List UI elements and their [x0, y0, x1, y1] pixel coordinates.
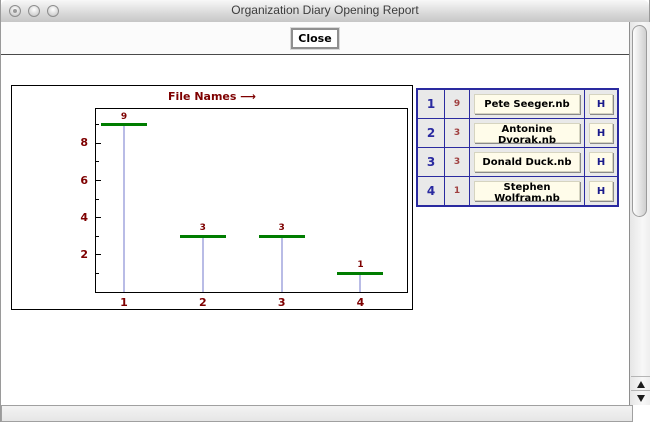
close-button[interactable]: Close: [290, 26, 340, 50]
scroll-down-icon: [637, 394, 645, 402]
x-tick-label: 4: [356, 296, 365, 309]
file-button[interactable]: Antonine Dvorak.nb: [474, 123, 580, 146]
stem-value-label: 3: [278, 223, 285, 234]
stem-cap: [100, 123, 147, 127]
stem-cap: [258, 234, 305, 238]
y-tick-label: 2: [80, 247, 88, 261]
y-major-tick: [96, 180, 101, 182]
row-index: 3: [418, 148, 444, 176]
row-index: 4: [418, 177, 444, 205]
history-cell: H: [585, 90, 617, 118]
history-cell: H: [585, 177, 617, 205]
window-title: Organization Diary Opening Report: [231, 3, 419, 17]
y-minor-tick: [96, 235, 99, 237]
file-cell: Donald Duck.nb: [470, 148, 584, 176]
vertical-scrollbar[interactable]: [629, 22, 650, 405]
scrollbar-corner: [633, 405, 650, 422]
row-count: 3: [445, 148, 469, 176]
history-button[interactable]: H: [589, 152, 613, 172]
x-tick-label: 3: [277, 296, 286, 309]
y-tick-label: 8: [80, 136, 88, 150]
y-major-tick: [96, 142, 101, 144]
row-count: 9: [445, 90, 469, 118]
stem-line: [280, 236, 283, 292]
x-tick-label: 2: [198, 296, 207, 309]
window-controls: [9, 5, 59, 17]
x-tick-label: 1: [120, 296, 128, 309]
stem-value-label: 1: [357, 260, 364, 271]
vertical-scrollbar-thumb[interactable]: [632, 25, 647, 217]
history-cell: H: [585, 119, 617, 147]
chart-panel: File Names ⟶ 2 4 6 8 1 2 3 4 9 3 3 1: [11, 85, 413, 310]
y-tick-label: 6: [80, 173, 88, 187]
y-major-tick: [96, 217, 101, 219]
scroll-up-icon: [637, 380, 645, 388]
plot-area: 2 4 6 8 1 2 3 4 9 3 3 1: [80, 108, 408, 309]
stem-line: [359, 273, 362, 292]
file-cell: Stephen Wolfram.nb: [470, 177, 584, 205]
y-minor-tick: [96, 272, 99, 274]
y-minor-tick: [96, 124, 99, 126]
row-count: 1: [445, 177, 469, 205]
window-titlebar: Organization Diary Opening Report: [1, 0, 649, 23]
file-table: 1 9 Pete Seeger.nb H 2 3 Antonine Dvorak…: [416, 88, 619, 207]
history-cell: H: [585, 148, 617, 176]
file-button[interactable]: Stephen Wolfram.nb: [474, 181, 580, 204]
y-tick-label: 4: [80, 210, 88, 224]
stem-cap: [337, 271, 384, 275]
scroll-down-button[interactable]: [631, 390, 650, 405]
chart-title: File Names ⟶: [167, 90, 257, 103]
history-button[interactable]: H: [589, 181, 613, 201]
row-index: 2: [418, 119, 444, 147]
window-zoom-icon[interactable]: [47, 5, 59, 17]
window-minimize-icon[interactable]: [28, 5, 40, 17]
y-minor-tick: [96, 198, 99, 200]
y-minor-tick: [96, 161, 99, 163]
file-button[interactable]: Donald Duck.nb: [474, 152, 580, 172]
stem-line: [201, 236, 204, 292]
row-index: 1: [418, 90, 444, 118]
stem-line: [122, 124, 125, 292]
scroll-up-button[interactable]: [631, 376, 650, 391]
stem-value-label: 3: [199, 223, 206, 234]
file-button[interactable]: Pete Seeger.nb: [474, 94, 580, 114]
history-button[interactable]: H: [589, 123, 613, 143]
window-close-icon[interactable]: [9, 5, 21, 17]
stem-value-label: 9: [120, 111, 128, 122]
row-count: 3: [445, 119, 469, 147]
y-major-tick: [96, 254, 101, 256]
history-button[interactable]: H: [589, 94, 613, 114]
file-cell: Antonine Dvorak.nb: [470, 119, 584, 147]
horizontal-scrollbar[interactable]: [1, 405, 633, 422]
file-cell: Pete Seeger.nb: [470, 90, 584, 118]
toolbar: Close: [1, 22, 629, 55]
stem-cap: [179, 234, 226, 238]
